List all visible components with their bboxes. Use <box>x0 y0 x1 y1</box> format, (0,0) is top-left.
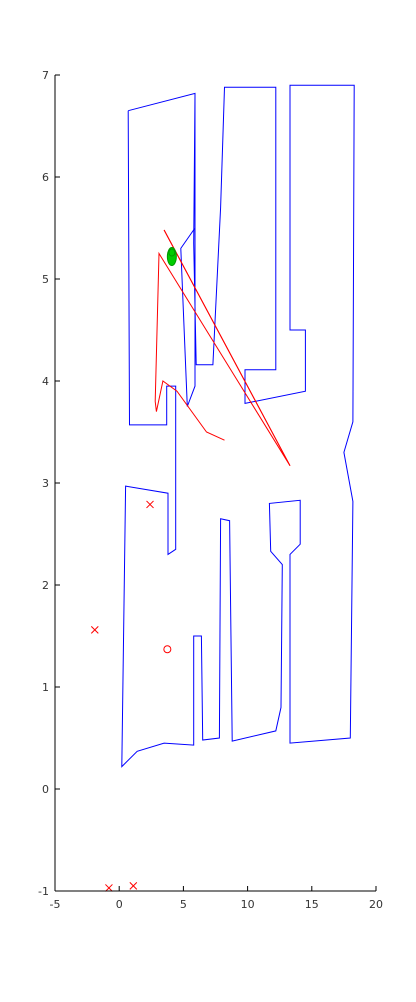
map-outline-1 <box>121 84 355 768</box>
x-marker-stroke <box>129 882 138 890</box>
robot-head <box>168 248 176 257</box>
y-tick-label: 3 <box>42 477 49 490</box>
x-marker-1 <box>90 626 99 634</box>
circle-marker-4 <box>163 645 172 654</box>
path-line-3 <box>163 229 291 466</box>
y-tick-label: 4 <box>42 375 49 388</box>
y-tick-label: 0 <box>42 783 49 796</box>
y-tick-label: 7 <box>42 69 49 82</box>
y-tick-label: 1 <box>42 681 49 694</box>
robot-marker <box>166 247 177 267</box>
marker-layer <box>90 247 177 892</box>
x-marker-2 <box>105 884 113 892</box>
x-marker-0 <box>146 500 154 509</box>
series-layer <box>121 84 355 768</box>
x-tick-label: 10 <box>241 898 255 911</box>
x-tick-label: 20 <box>369 898 383 911</box>
x-marker-stroke <box>90 626 99 634</box>
path-line-2 <box>154 229 291 466</box>
x-marker-stroke <box>105 884 113 892</box>
x-marker-3 <box>129 882 138 890</box>
x-tick-label: 15 <box>305 898 319 911</box>
y-tick-label: 2 <box>42 579 49 592</box>
y-tick-label: 6 <box>42 171 49 184</box>
y-tick-label: 5 <box>42 273 49 286</box>
x-tick-label: -5 <box>50 898 61 911</box>
map-outline-0 <box>128 92 196 407</box>
y-tick-label: -1 <box>38 885 49 898</box>
x-tick-label: 0 <box>116 898 123 911</box>
x-marker-stroke <box>146 500 154 509</box>
axes-layer: -5 0 5 10 15 20 -1 0 1 2 3 4 5 6 7 <box>38 69 383 911</box>
x-tick-label: 5 <box>180 898 187 911</box>
